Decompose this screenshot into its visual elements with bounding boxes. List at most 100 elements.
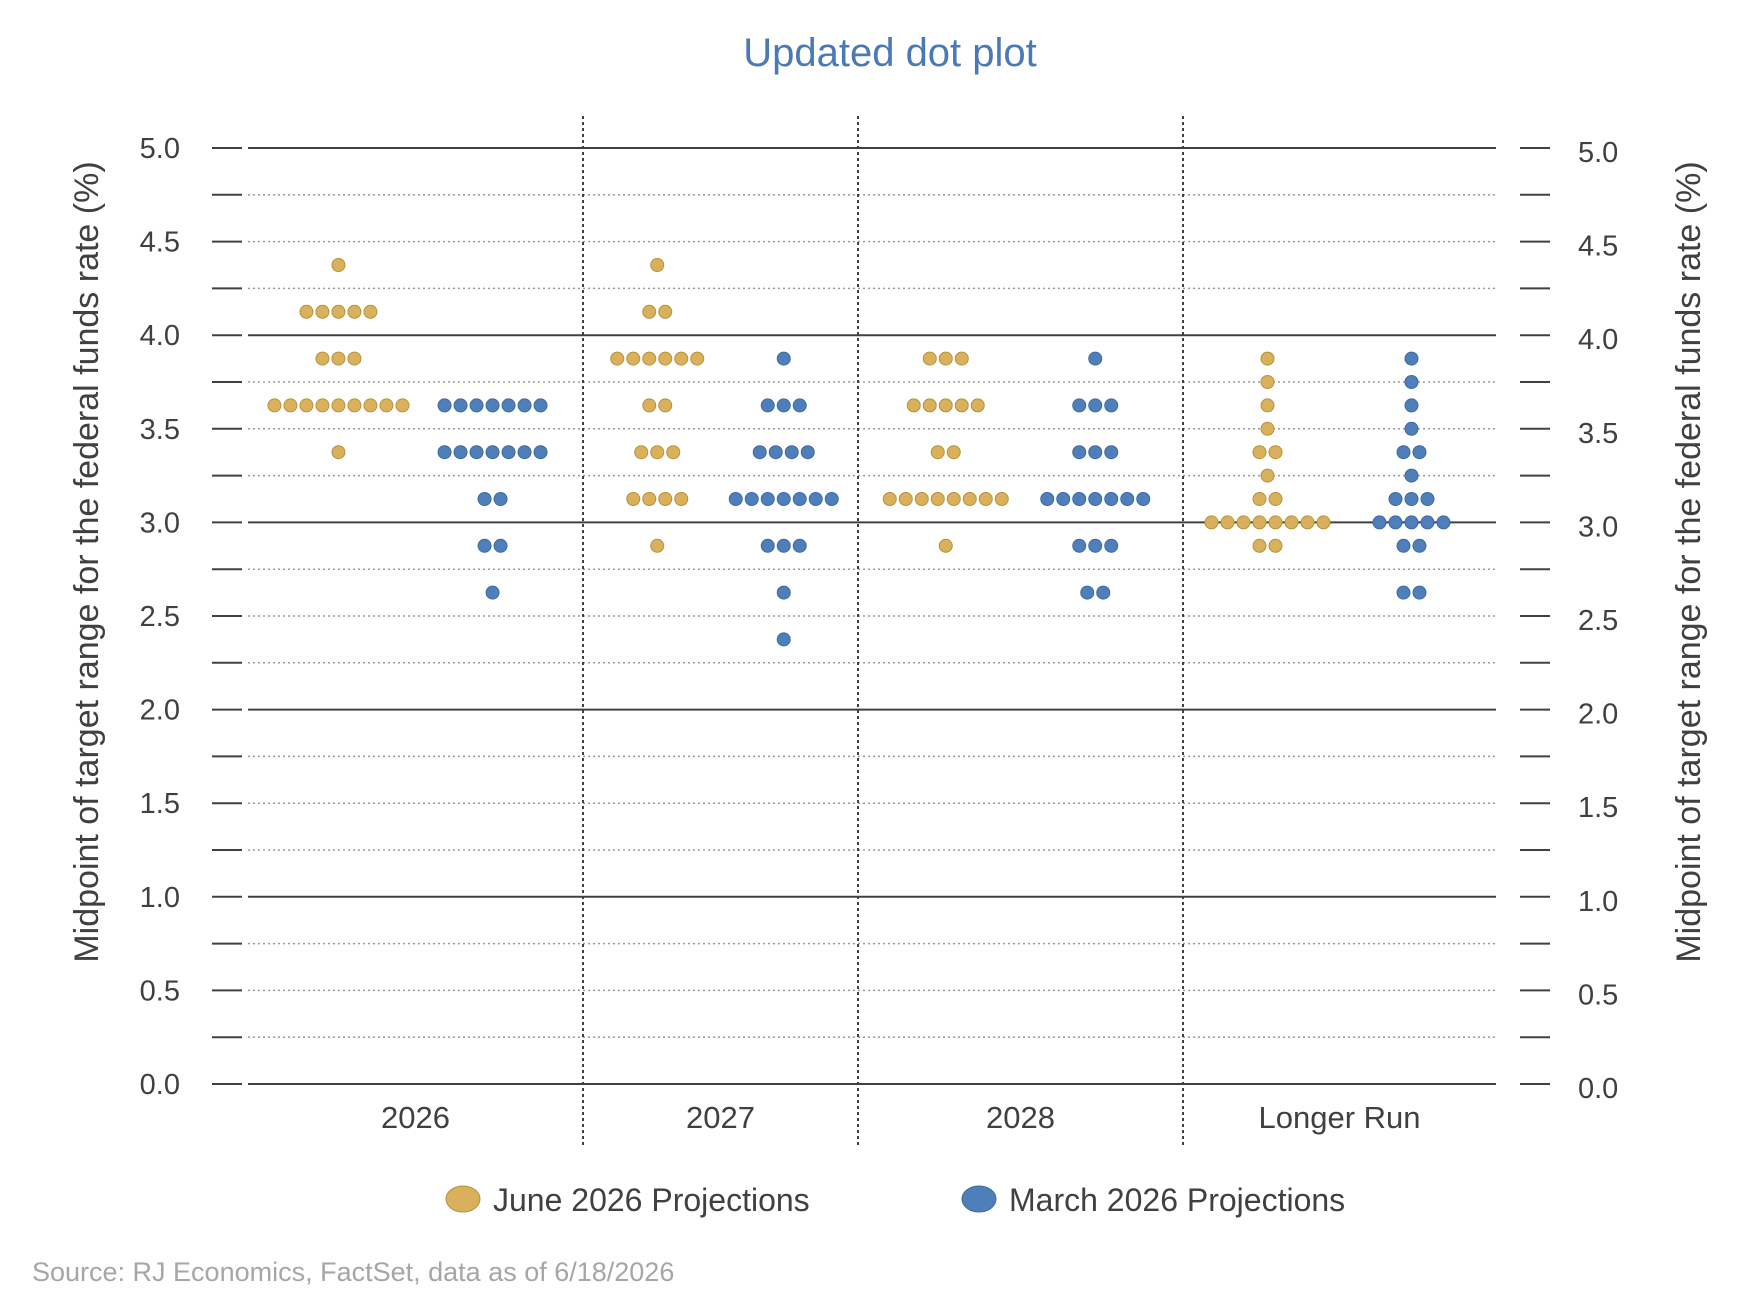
june-projection-dot (978, 492, 993, 506)
june-projection-dot (946, 492, 961, 506)
march-projection-dot (1436, 515, 1451, 530)
y-tick-label-left: 0.0 (140, 1069, 180, 1101)
june-projection-dot (1268, 445, 1283, 460)
march-projection-dot (493, 538, 508, 553)
june-projection-dot (970, 398, 985, 413)
june-projection-dot (658, 398, 673, 413)
march-projection-dot (1040, 492, 1055, 506)
june-projection-dot (1260, 375, 1275, 389)
march-projection-dot (792, 398, 807, 413)
june-projection-dot (1260, 421, 1275, 436)
y-tick-label-left: 2.0 (140, 695, 180, 727)
june-projection-dot (674, 492, 689, 506)
y-tick-label-right: 2.0 (1578, 699, 1618, 731)
june-projection-dot (299, 398, 314, 413)
march-projection-dot (1412, 585, 1427, 600)
march-projection-dot (485, 585, 500, 600)
june-projection-dot (938, 538, 953, 553)
legend-label-june: June 2026 Projections (493, 1182, 810, 1218)
june-projection-dot (882, 492, 897, 506)
y-axis-ticks: 0.0 0.0 0.5 0.5 1.0 1.0 1.5 1.5 2.0 2.0 2.5 2.5 3.0 3… (140, 133, 1619, 1105)
march-projection-dot (792, 492, 807, 506)
legend: June 2026 Projections March 2026 Projecti… (445, 1182, 1345, 1218)
march-projection-dot (469, 398, 484, 413)
march-projection-dot (728, 492, 743, 506)
march-projection-dot (469, 445, 484, 460)
june-projection-dot (1316, 515, 1331, 530)
june-projection-dot (922, 398, 937, 413)
march-projection-dot (501, 445, 516, 460)
y-tick-label-left: 0.5 (140, 975, 180, 1007)
march-projection-dot (1072, 445, 1087, 460)
june-projection-dot (626, 492, 641, 506)
march-projection-dot (1396, 445, 1411, 460)
y-tick-label-left: 1.0 (140, 882, 180, 914)
june-projection-dot (658, 304, 673, 319)
chart-title: Updated dot plot (743, 31, 1037, 75)
june-projection-dot (299, 304, 314, 319)
june-projection-dot (946, 445, 961, 460)
y-tick-label-left: 3.5 (140, 414, 180, 446)
june-projection-dot (1252, 538, 1267, 553)
category-separators (582, 116, 1184, 1146)
june-projection-dot (914, 492, 929, 506)
march-projection-dot (1056, 492, 1071, 506)
march-projection-dot (1420, 492, 1435, 506)
march-projection-dot (1404, 515, 1419, 530)
june-projection-dot (1268, 492, 1283, 506)
y-tick-label-left: 4.5 (140, 227, 180, 259)
y-tick-label-left: 4.0 (140, 320, 180, 352)
june-projection-dot (1220, 515, 1235, 530)
june-projection-dot (1204, 515, 1219, 530)
june-projection-dot (315, 304, 330, 319)
y-tick-label-right: 3.0 (1578, 511, 1618, 543)
march-projection-dot (1372, 515, 1387, 530)
june-projection-dot (930, 445, 945, 460)
march-projection-dot (760, 492, 775, 506)
march-projection-dot (453, 398, 468, 413)
march-projection-dot (477, 492, 492, 506)
june-projection-dot (610, 351, 625, 366)
march-projection-dot (776, 585, 791, 600)
june-projection-dot (1268, 538, 1283, 553)
june-projection-dot (1260, 468, 1275, 483)
june-projection-dot (267, 398, 282, 413)
march-projection-dot (824, 492, 839, 506)
legend-swatch-march (961, 1185, 997, 1213)
june-projection-dot (658, 351, 673, 366)
june-projection-dot (315, 351, 330, 366)
june-projection-dot (347, 398, 362, 413)
june-projection-dot (1252, 492, 1267, 506)
march-projection-dot (533, 445, 548, 460)
march-projection-dot (1072, 492, 1087, 506)
june-projection-dot (347, 304, 362, 319)
march-projection-dot (1412, 445, 1427, 460)
march-projection-dot (437, 445, 452, 460)
june-projection-dot (331, 445, 346, 460)
june-projection-dot (1284, 515, 1299, 530)
june-projection-dot (658, 492, 673, 506)
june-projection-dot (634, 445, 649, 460)
march-projection-dot (776, 492, 791, 506)
march-projection-dot (1396, 538, 1411, 553)
x-category-label: 2028 (986, 1100, 1055, 1135)
june-projection-dot (379, 398, 394, 413)
june-projection-dot (954, 351, 969, 366)
march-projection-dot (1404, 351, 1419, 366)
march-projection-dot (1388, 515, 1403, 530)
march-projection-dot (1404, 398, 1419, 413)
june-projection-dot (347, 351, 362, 366)
june-projection-dot (331, 304, 346, 319)
march-projection-dot (1072, 398, 1087, 413)
june-projection-dot (1268, 515, 1283, 530)
march-projection-dot (1104, 445, 1119, 460)
june-projection-dot (994, 492, 1009, 506)
march-projection-dot (1120, 492, 1135, 506)
june-projection-dot (650, 538, 665, 553)
june-projection-dot (331, 351, 346, 366)
june-projection-dot (938, 351, 953, 366)
y-tick-label-right: 4.0 (1578, 324, 1618, 356)
march-projection-dot (453, 445, 468, 460)
march-projection-dot (1104, 398, 1119, 413)
